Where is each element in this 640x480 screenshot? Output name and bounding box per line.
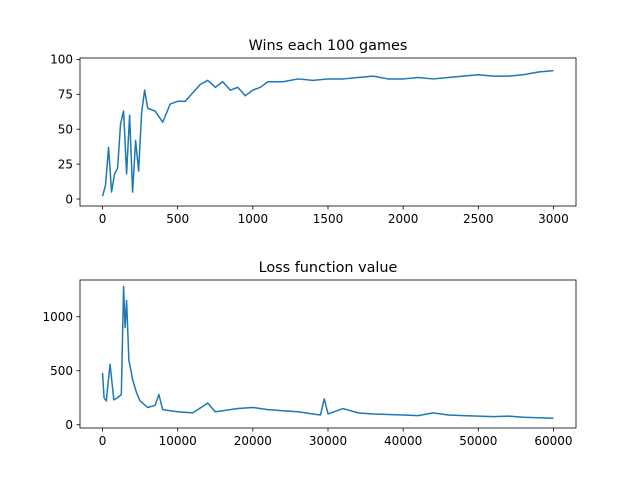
wins-xtick-label: 0 (99, 212, 107, 226)
loss-xtick-label: 10000 (159, 434, 197, 448)
loss-ytick-label: 0 (65, 418, 73, 432)
wins-xtick-label: 1000 (238, 212, 269, 226)
wins-xtick-label: 3000 (538, 212, 569, 226)
loss-ytick-label: 500 (50, 364, 73, 378)
loss-xtick-label: 20000 (234, 434, 272, 448)
loss-chart-xticks: 0 10000 20000 30000 40000 50000 60000 (99, 428, 573, 448)
loss-xtick-label: 30000 (309, 434, 347, 448)
wins-chart-axes (79, 57, 577, 207)
wins-ytick-label: 75 (58, 88, 73, 102)
wins-series-line (101, 69, 554, 197)
wins-ytick-label: 100 (50, 53, 73, 67)
loss-xtick-label: 0 (99, 434, 107, 448)
loss-chart-series (101, 285, 554, 420)
wins-xtick-label: 2500 (463, 212, 494, 226)
loss-series-line (101, 285, 554, 420)
wins-chart-series (101, 69, 554, 197)
loss-chart-axes (79, 279, 577, 429)
wins-chart-yticks: 0 25 50 75 100 (50, 53, 80, 206)
loss-ytick-label: 1000 (42, 310, 73, 324)
loss-chart-yticks: 0 500 1000 (42, 310, 80, 432)
loss-chart-title: Loss function value (259, 260, 398, 276)
wins-ytick-label: 50 (58, 123, 73, 137)
wins-xtick-label: 2000 (388, 212, 419, 226)
loss-xtick-label: 40000 (384, 434, 422, 448)
wins-chart-title: Wins each 100 games (249, 38, 408, 54)
wins-xtick-label: 500 (166, 212, 189, 226)
loss-xtick-label: 60000 (534, 434, 572, 448)
loss-xtick-label: 50000 (459, 434, 497, 448)
wins-chart: Wins each 100 games 0 500 1000 1500 2000 2500… (50, 38, 577, 226)
wins-xtick-label: 1500 (313, 212, 344, 226)
wins-ytick-label: 25 (58, 157, 73, 171)
loss-chart: Loss function value 0 10000 20000 30000 4000… (42, 260, 577, 448)
wins-chart-xticks: 0 500 1000 1500 2000 2500 3000 (99, 206, 569, 226)
wins-ytick-label: 0 (65, 192, 73, 206)
